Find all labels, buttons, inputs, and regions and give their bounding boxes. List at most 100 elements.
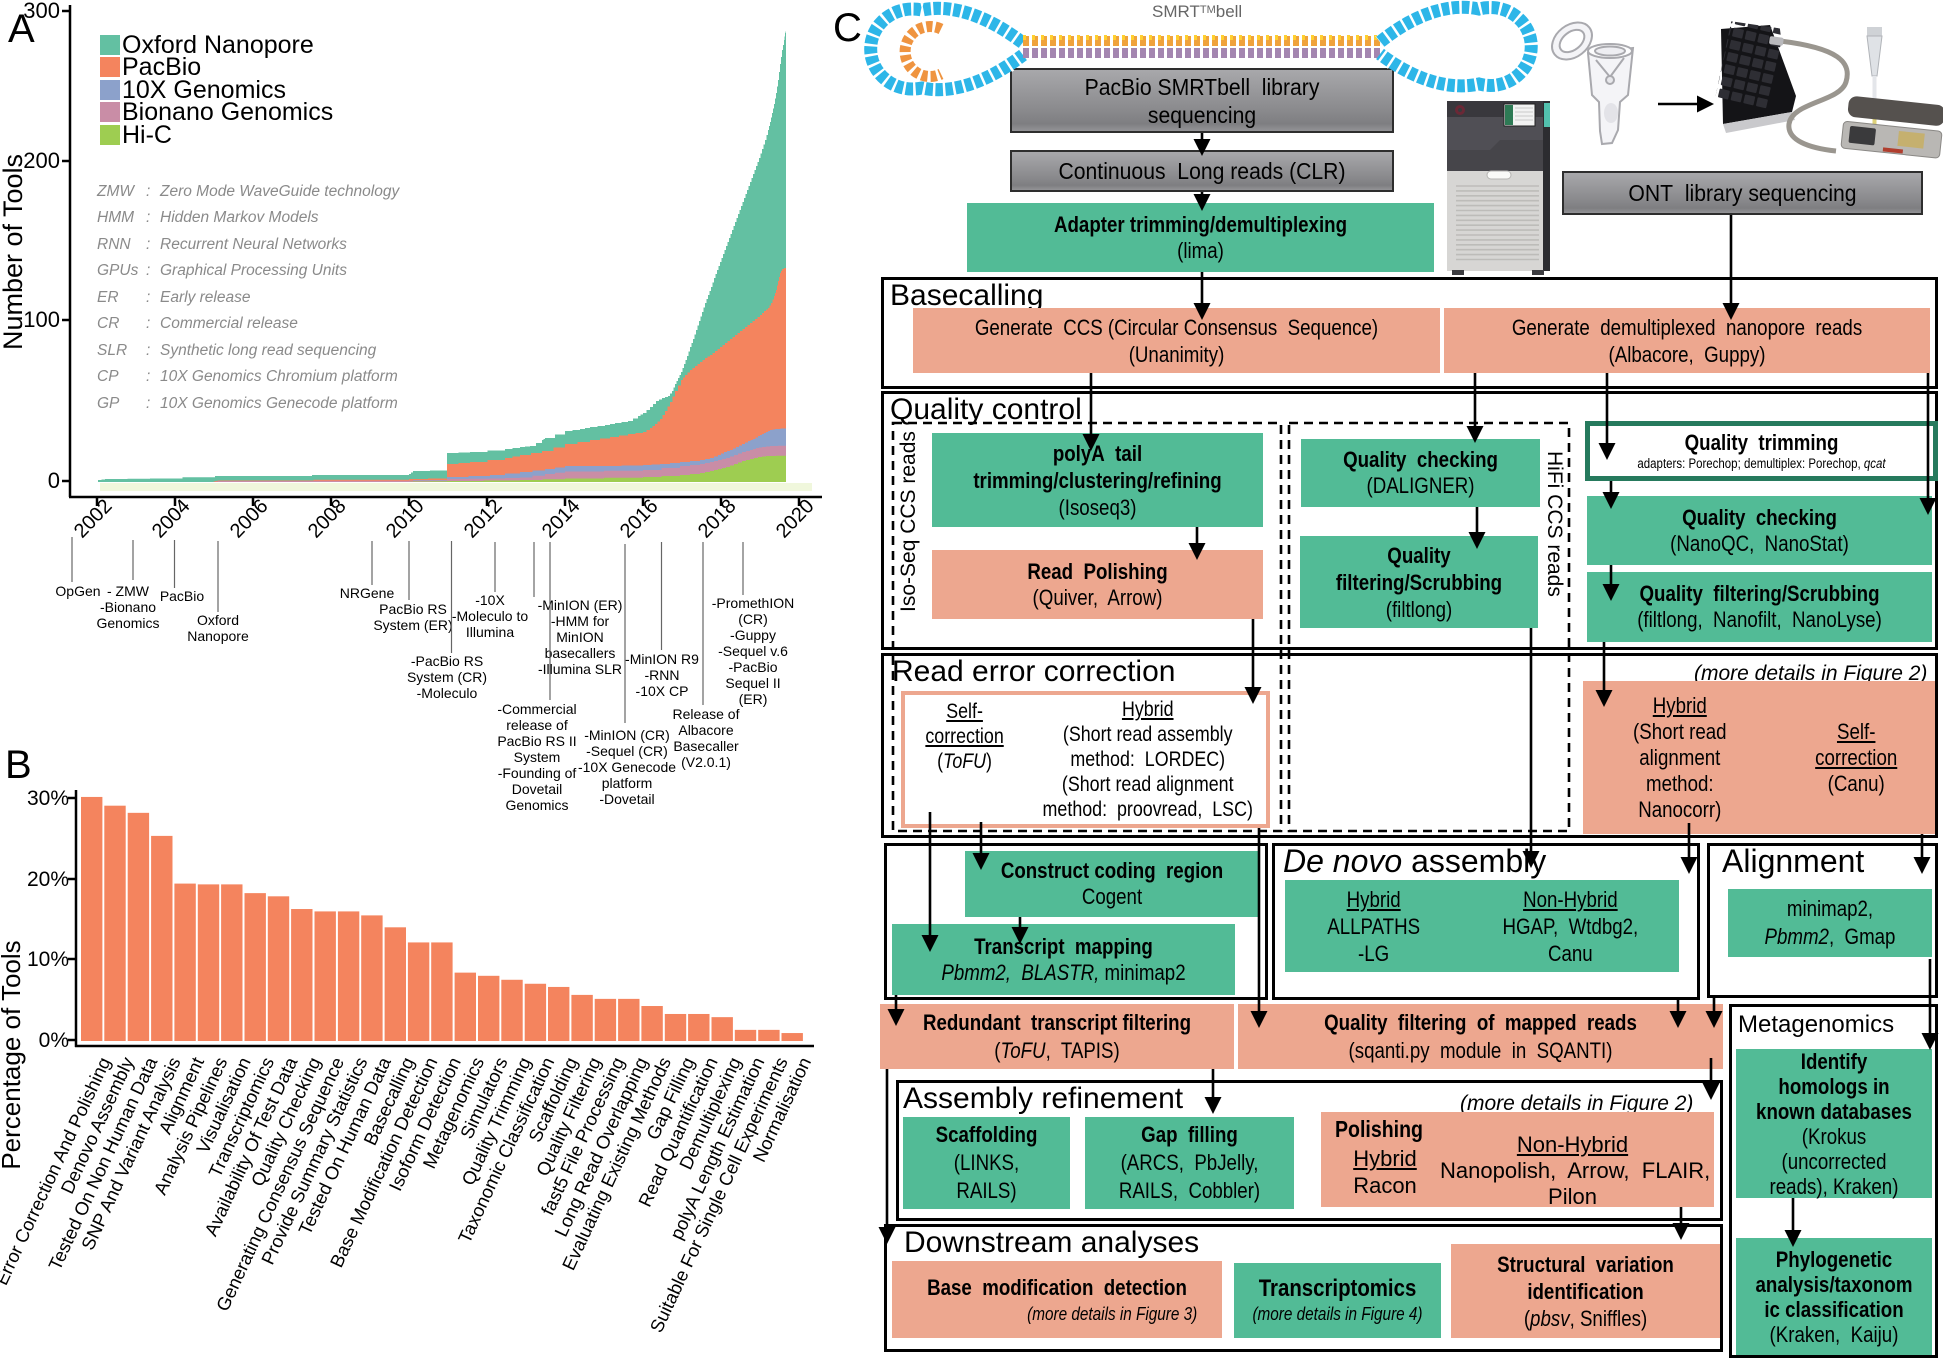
svg-text:2010: 2010	[382, 495, 429, 542]
svg-text::: :	[146, 342, 150, 359]
svg-text:System (ER): System (ER)	[373, 617, 452, 633]
svg-text::: :	[146, 236, 150, 253]
svg-text:A: A	[8, 7, 35, 51]
svg-text:Graphical Processing Units: Graphical Processing Units	[160, 262, 347, 279]
svg-text:2020: 2020	[772, 495, 819, 542]
svg-text:-Founding of: -Founding of	[498, 765, 577, 781]
svg-text:PacBio: PacBio	[160, 588, 205, 604]
svg-text:Nanopore: Nanopore	[187, 628, 249, 644]
svg-text:10X Genomics Genecode platform: 10X Genomics Genecode platform	[160, 395, 398, 412]
svg-text:20%: 20%	[27, 868, 69, 891]
svg-text:-10X Genecode: -10X Genecode	[578, 759, 676, 775]
svg-text:GPUs: GPUs	[97, 262, 139, 279]
svg-text:CR: CR	[97, 315, 119, 332]
svg-text:Synthetic long read sequencing: Synthetic long read sequencing	[160, 342, 377, 359]
svg-text::: :	[146, 395, 150, 412]
svg-text:ER: ER	[97, 289, 119, 306]
svg-text:Albacore: Albacore	[678, 722, 733, 738]
svg-text:(V2.0.1): (V2.0.1)	[681, 754, 731, 770]
svg-text:-Sequel (CR): -Sequel (CR)	[586, 743, 668, 759]
svg-text:10X Genomics: 10X Genomics	[122, 76, 286, 104]
svg-text:System (CR): System (CR)	[407, 669, 487, 685]
svg-text:-PacBio: -PacBio	[728, 659, 777, 675]
svg-text:Oxford: Oxford	[197, 612, 239, 628]
svg-text:release of: release of	[506, 717, 568, 733]
svg-text:10X Genomics Chromium platform: 10X Genomics Chromium platform	[160, 368, 398, 385]
svg-text:Hi-C: Hi-C	[122, 121, 172, 149]
svg-text:basecallers: basecallers	[545, 645, 616, 661]
svg-text:System: System	[514, 749, 561, 765]
svg-text:-10X CP: -10X CP	[636, 683, 689, 699]
svg-text:ZMW: ZMW	[96, 183, 135, 200]
svg-text:-MinION (CR): -MinION (CR)	[584, 727, 670, 743]
svg-text:2004: 2004	[148, 495, 195, 542]
svg-text:Bionano Genomics: Bionano Genomics	[122, 98, 333, 126]
svg-text:-MinION R9: -MinION R9	[625, 651, 699, 667]
svg-text:B: B	[5, 743, 32, 787]
svg-text:Number of Tools: Number of Tools	[0, 154, 28, 350]
svg-text:30%: 30%	[27, 787, 69, 810]
svg-text::: :	[146, 209, 150, 226]
svg-text:0%: 0%	[39, 1029, 69, 1052]
svg-text::: :	[146, 262, 150, 279]
svg-text:10%: 10%	[27, 948, 69, 971]
svg-text:-Moleculo: -Moleculo	[417, 685, 478, 701]
svg-text:2008: 2008	[304, 495, 351, 542]
svg-text:Genomics: Genomics	[96, 615, 159, 631]
svg-text:(ER): (ER)	[739, 691, 768, 707]
svg-text:Early release: Early release	[160, 289, 251, 306]
svg-text:OpGen: OpGen	[55, 583, 100, 599]
svg-text:Basecaller: Basecaller	[673, 738, 739, 754]
svg-text:300: 300	[23, 0, 60, 23]
svg-text:PacBio RS II: PacBio RS II	[497, 733, 576, 749]
svg-text:Zero Mode WaveGuide technology: Zero Mode WaveGuide technology	[159, 183, 400, 200]
svg-text:0: 0	[48, 468, 60, 493]
svg-text:CP: CP	[97, 368, 119, 385]
svg-text:Oxford Nanopore: Oxford Nanopore	[122, 31, 314, 59]
svg-text:-PromethION: -PromethION	[712, 595, 794, 611]
svg-text:-Bionano: -Bionano	[100, 599, 156, 615]
svg-text:-RNN: -RNN	[645, 667, 680, 683]
svg-text:Sequel II: Sequel II	[725, 675, 780, 691]
svg-text:Percentage of Tools: Percentage of Tools	[0, 940, 26, 1169]
svg-text:Illumina: Illumina	[466, 624, 514, 640]
svg-text:(CR): (CR)	[738, 611, 768, 627]
svg-text:-10X: -10X	[475, 592, 505, 608]
svg-text:MinION: MinION	[556, 629, 603, 645]
svg-text:2014: 2014	[538, 495, 585, 542]
svg-text:Recurrent Neural Networks: Recurrent Neural Networks	[160, 236, 347, 253]
svg-text:-PacBio RS: -PacBio RS	[411, 653, 483, 669]
svg-text:Release of: Release of	[673, 706, 740, 722]
svg-text:-Guppy: -Guppy	[730, 627, 776, 643]
svg-text:2002: 2002	[70, 495, 117, 542]
svg-text:Hidden Markov Models: Hidden Markov Models	[160, 209, 319, 226]
svg-text:2016: 2016	[616, 495, 663, 542]
svg-text::: :	[146, 368, 150, 385]
svg-text::: :	[146, 289, 150, 306]
svg-text:Genomics: Genomics	[505, 797, 568, 813]
svg-text:SMRTTMbell: SMRTTMbell	[1152, 2, 1242, 21]
svg-text:Dovetail: Dovetail	[512, 781, 563, 797]
svg-text:2006: 2006	[226, 495, 273, 542]
svg-text:PacBio: PacBio	[122, 53, 201, 81]
svg-text:SLR: SLR	[97, 342, 127, 359]
svg-text:platform: platform	[602, 775, 653, 791]
svg-text:- ZMW: - ZMW	[107, 583, 150, 599]
svg-text::: :	[146, 315, 150, 332]
svg-text:HMM: HMM	[97, 209, 134, 226]
svg-text::: :	[146, 183, 150, 200]
svg-text:200: 200	[23, 148, 60, 173]
svg-text:2018: 2018	[694, 495, 741, 542]
svg-text:100: 100	[23, 307, 60, 332]
svg-text:Commercial release: Commercial release	[160, 315, 298, 332]
svg-text:PacBio RS: PacBio RS	[379, 601, 447, 617]
svg-text:-HMM for: -HMM for	[551, 613, 610, 629]
svg-text:RNN: RNN	[97, 236, 131, 253]
svg-text:-MinION (ER): -MinION (ER)	[538, 597, 623, 613]
svg-text:2012: 2012	[460, 495, 507, 542]
svg-text:-Sequel v.6: -Sequel v.6	[718, 643, 788, 659]
svg-text:-Dovetail: -Dovetail	[599, 791, 654, 807]
svg-text:GP: GP	[97, 395, 120, 412]
svg-text:-Moleculo to: -Moleculo to	[452, 608, 528, 624]
svg-text:-Illumina SLR: -Illumina SLR	[538, 661, 622, 677]
